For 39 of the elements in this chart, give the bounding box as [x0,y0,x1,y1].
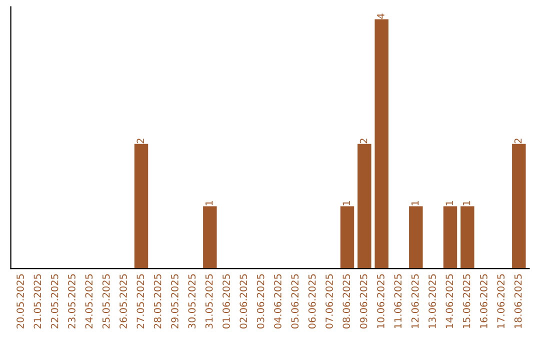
x-tick-label: 31.05.2025 [205,274,213,328]
x-tick-label: 12.06.2025 [411,274,419,328]
data-label: 1 [446,200,453,206]
x-tick-label: 29.05.2025 [171,274,178,328]
x-tick-label: 06.06.2025 [308,274,316,328]
x-tick-label: 24.05.2025 [85,274,93,328]
x-tick-label: 10.06.2025 [377,274,384,328]
x-tick-label: 01.06.2025 [222,274,230,328]
x-tick-label: 02.06.2025 [240,274,248,328]
data-label: 2 [514,138,522,144]
x-tick-label: 26.05.2025 [120,274,127,328]
x-tick-label: 07.06.2025 [326,274,333,328]
x-tick-label: 15.06.2025 [462,274,470,328]
x-tick-label: 25.05.2025 [102,274,110,328]
data-label: 2 [360,138,368,144]
x-tick-label: 14.06.2025 [446,274,454,328]
x-tick-label: 05.06.2025 [291,274,299,328]
x-tick-label: 08.06.2025 [342,274,350,328]
x-tick-label: 17.06.2025 [497,274,505,328]
x-tick-label: 27.05.2025 [136,274,144,328]
x-tick-label: 20.05.2025 [16,274,24,328]
data-label: 4 [377,14,384,19]
data-label: 1 [412,200,419,206]
x-tick-label: 18.06.2025 [514,274,522,328]
data-label: 1 [463,200,470,206]
x-tick-label: 21.05.2025 [34,274,42,328]
x-tick-label: 13.06.2025 [428,274,436,328]
x-tick-label: 11.06.2025 [394,274,402,328]
x-tick-label: 22.05.2025 [50,274,58,328]
data-label: 1 [342,200,350,206]
x-tick-label: 23.05.2025 [68,274,76,328]
x-tick-label: 16.06.2025 [480,274,488,328]
x-tick-label: 04.06.2025 [274,274,282,328]
x-tick-label: 03.06.2025 [256,274,264,328]
data-label: 1 [206,200,213,206]
x-tick-label: 28.05.2025 [154,274,162,328]
data-label: 2 [136,138,144,144]
x-tick-label: 30.05.2025 [188,274,196,328]
x-tick-label: 09.06.2025 [360,274,368,328]
